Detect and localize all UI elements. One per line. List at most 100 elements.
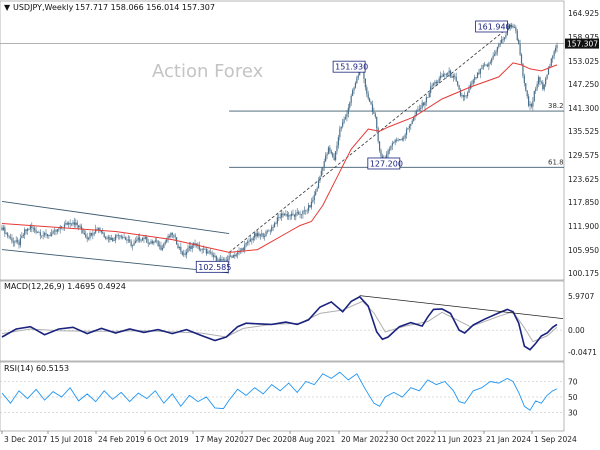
candle-body (424, 102, 426, 106)
macd-series-macd (1, 295, 558, 351)
candle-body (366, 87, 368, 94)
candle-body (195, 243, 198, 246)
candle-body (266, 230, 269, 232)
candle-body (363, 70, 365, 79)
candle-body (468, 88, 470, 93)
candle-body (288, 215, 290, 217)
candle-body (508, 25, 510, 29)
candle-body (466, 92, 469, 96)
candle-body (114, 235, 117, 241)
candle-body (75, 222, 77, 225)
candle-body (275, 223, 277, 224)
candle-body (207, 251, 209, 254)
candle-body (218, 259, 220, 262)
candle-body (499, 43, 501, 45)
candle-body (82, 229, 84, 233)
candle-body (116, 235, 118, 236)
candle-body (510, 25, 513, 28)
header-symbol: USDJPY,Weekly (13, 3, 74, 12)
candle-body (305, 210, 307, 212)
candle-body (307, 205, 310, 211)
candle-body (349, 102, 351, 108)
candle-body (427, 97, 429, 98)
candle-body (536, 84, 538, 89)
candle-body (7, 233, 9, 237)
candle-body (161, 247, 163, 250)
candle-body (140, 240, 142, 242)
candle-body (52, 231, 54, 234)
candle-body (256, 233, 259, 237)
candle-body (332, 153, 334, 158)
candle-body (164, 241, 166, 244)
candle-body (495, 51, 497, 55)
candle-body (53, 230, 56, 232)
candle-body (55, 230, 57, 232)
candle-body (188, 246, 190, 249)
candle-body (302, 210, 304, 215)
candle-body (242, 248, 244, 250)
candle-body (336, 145, 338, 152)
price-annotation-label: 161.940 (478, 22, 511, 31)
rsi-tick-label: 70 (568, 378, 578, 387)
candle-body (502, 39, 504, 41)
candle-body (205, 249, 207, 254)
candle-body (107, 237, 110, 239)
candle-body (472, 79, 474, 84)
price-panel-frame (0, 0, 565, 281)
candle-body (29, 226, 31, 230)
candle-body (471, 83, 473, 85)
candle-body (405, 129, 408, 135)
candle-body (177, 244, 179, 248)
candle-body (343, 119, 345, 123)
candle-body (102, 232, 104, 234)
x-axis-label: 20 Mar 2022 (341, 435, 389, 444)
candle-body (342, 122, 344, 127)
candle-body (245, 242, 247, 246)
candle-body (295, 213, 297, 217)
candle-body (8, 236, 10, 238)
candle-body (194, 243, 196, 246)
candle-body (356, 77, 358, 84)
price-tick-label: 147.250 (568, 80, 599, 89)
candle-body (46, 234, 49, 236)
candle-body (505, 35, 507, 38)
rsi-layer: 70 50 30 (0, 371, 578, 418)
candle-body (428, 92, 430, 98)
candle-body (76, 222, 78, 226)
candle-body (112, 237, 114, 242)
candle-body (35, 230, 37, 233)
candle-body (519, 44, 521, 55)
x-axis-label: 27 Dec 2020 (244, 435, 292, 444)
candle-body (306, 210, 308, 212)
candle-body (323, 161, 325, 168)
candle-body (447, 72, 449, 75)
channel-lower-line (1, 249, 230, 274)
x-axis-label: 3 Dec 2017 (4, 435, 47, 444)
candle-body (451, 76, 453, 78)
candle-body (211, 252, 213, 256)
candle-body (61, 226, 63, 228)
x-axis: 3 Dec 2017 15 Jul 2018 24 Feb 2019 6 Oct 20… (1, 431, 577, 444)
candle-body (512, 25, 514, 28)
candle-body (141, 238, 144, 241)
header-arrow-icon[interactable]: ▼ (4, 3, 11, 12)
candle-body (11, 237, 13, 242)
candle-body (421, 102, 423, 108)
candle-body (246, 241, 249, 243)
candle-body (224, 259, 226, 261)
candle-body (12, 241, 14, 243)
candle-body (14, 241, 16, 243)
candle-body (322, 167, 324, 171)
candle-body (25, 229, 27, 231)
candle-body (516, 30, 518, 41)
candle-body (481, 68, 483, 70)
candle-body (34, 228, 36, 231)
candle-body (252, 237, 254, 241)
candle-body (70, 223, 73, 225)
candle-body (501, 39, 503, 44)
candle-body (68, 222, 70, 225)
candle-body (310, 201, 313, 208)
candle-body (204, 249, 206, 250)
candle-body (440, 75, 442, 79)
